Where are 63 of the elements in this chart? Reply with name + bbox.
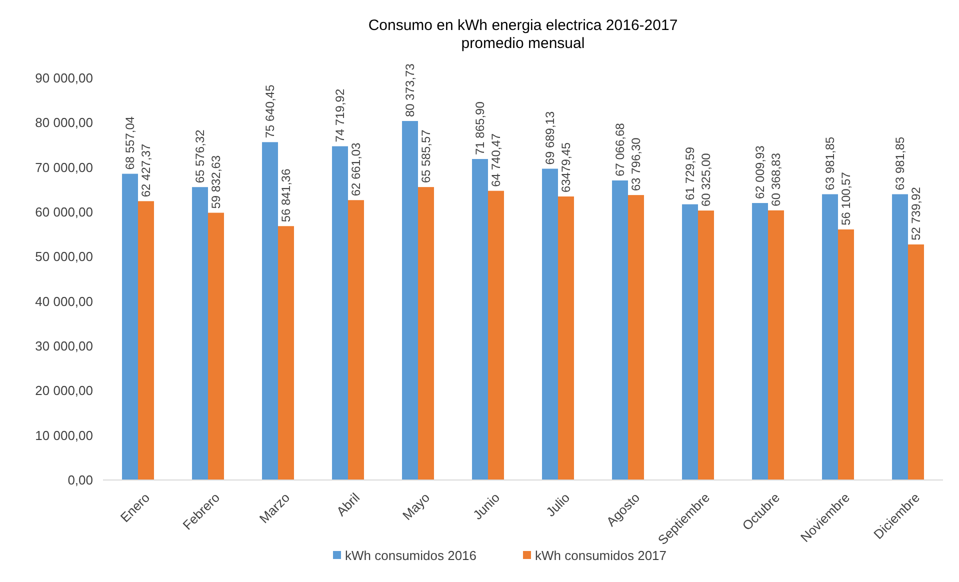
data-label: 71 865,90 xyxy=(473,101,487,155)
y-tick-label: 0,00 xyxy=(68,472,93,488)
y-tick-label: 30 000,00 xyxy=(35,338,93,354)
bar xyxy=(488,190,504,480)
y-tick-label: 40 000,00 xyxy=(35,294,93,309)
data-label: 56 100,57 xyxy=(839,172,853,226)
x-tick-label: Julio xyxy=(543,490,573,520)
bar xyxy=(472,159,488,480)
legend-label: kWh consumidos 2016 xyxy=(345,548,477,563)
bar xyxy=(838,229,854,480)
data-label: 52 739,92 xyxy=(909,186,923,240)
data-label: 60 325,00 xyxy=(699,152,713,207)
bar xyxy=(892,194,908,480)
bar xyxy=(192,187,208,480)
data-label: 63 981,85 xyxy=(893,136,907,190)
data-label: 60 368,83 xyxy=(769,152,783,206)
data-label: 65 585,57 xyxy=(419,129,433,184)
data-label: 75 640,45 xyxy=(263,84,277,138)
data-label: 56 841,36 xyxy=(279,168,293,222)
bar xyxy=(698,210,714,480)
data-label: 74 719,92 xyxy=(333,88,347,142)
data-label: 63479,45 xyxy=(559,142,573,192)
data-label: 62 661,03 xyxy=(349,142,363,196)
bar xyxy=(558,196,574,480)
bar xyxy=(348,200,364,480)
bar xyxy=(682,204,698,480)
bar xyxy=(542,168,558,480)
bar xyxy=(122,174,138,480)
data-label: 65 576,32 xyxy=(193,129,207,184)
data-label: 59 832,63 xyxy=(209,155,223,209)
data-label: 80 373,73 xyxy=(403,63,417,117)
legend-label: kWh consumidos 2017 xyxy=(535,548,667,563)
bar xyxy=(208,212,224,480)
bar xyxy=(262,142,278,480)
data-label: 68 557,04 xyxy=(123,116,137,170)
y-tick-label: 10 000,00 xyxy=(35,428,93,443)
data-label: 64 740,47 xyxy=(489,133,503,187)
data-label: 63 981,85 xyxy=(823,136,837,190)
bar xyxy=(768,210,784,480)
bar xyxy=(402,120,418,480)
bar xyxy=(908,244,924,480)
bar xyxy=(278,226,294,480)
y-tick-label: 80 000,00 xyxy=(35,115,93,130)
chart-title: Consumo en kWh energia electrica 2016-2017 xyxy=(368,17,678,34)
y-tick-label: 50 000,00 xyxy=(35,249,93,264)
data-label: 62 009,93 xyxy=(753,145,767,200)
chart-subtitle: promedio mensual xyxy=(461,35,585,52)
y-tick-label: 70 000,00 xyxy=(35,160,93,175)
data-label: 62 427,37 xyxy=(139,143,153,198)
y-tick-label: 60 000,00 xyxy=(35,204,93,220)
bar xyxy=(418,187,434,480)
data-label: 61 729,59 xyxy=(683,146,697,200)
bar xyxy=(138,201,154,480)
y-tick-label: 90 000,00 xyxy=(35,70,93,86)
data-label: 63 796,30 xyxy=(629,137,643,192)
data-label: 67 066,68 xyxy=(613,122,627,176)
bar xyxy=(332,146,348,480)
bar xyxy=(752,203,768,480)
data-label: 69 689,13 xyxy=(543,111,557,165)
bar xyxy=(822,194,838,480)
bar xyxy=(612,180,628,480)
bar xyxy=(628,195,644,480)
y-tick-label: 20 000,00 xyxy=(35,383,93,398)
